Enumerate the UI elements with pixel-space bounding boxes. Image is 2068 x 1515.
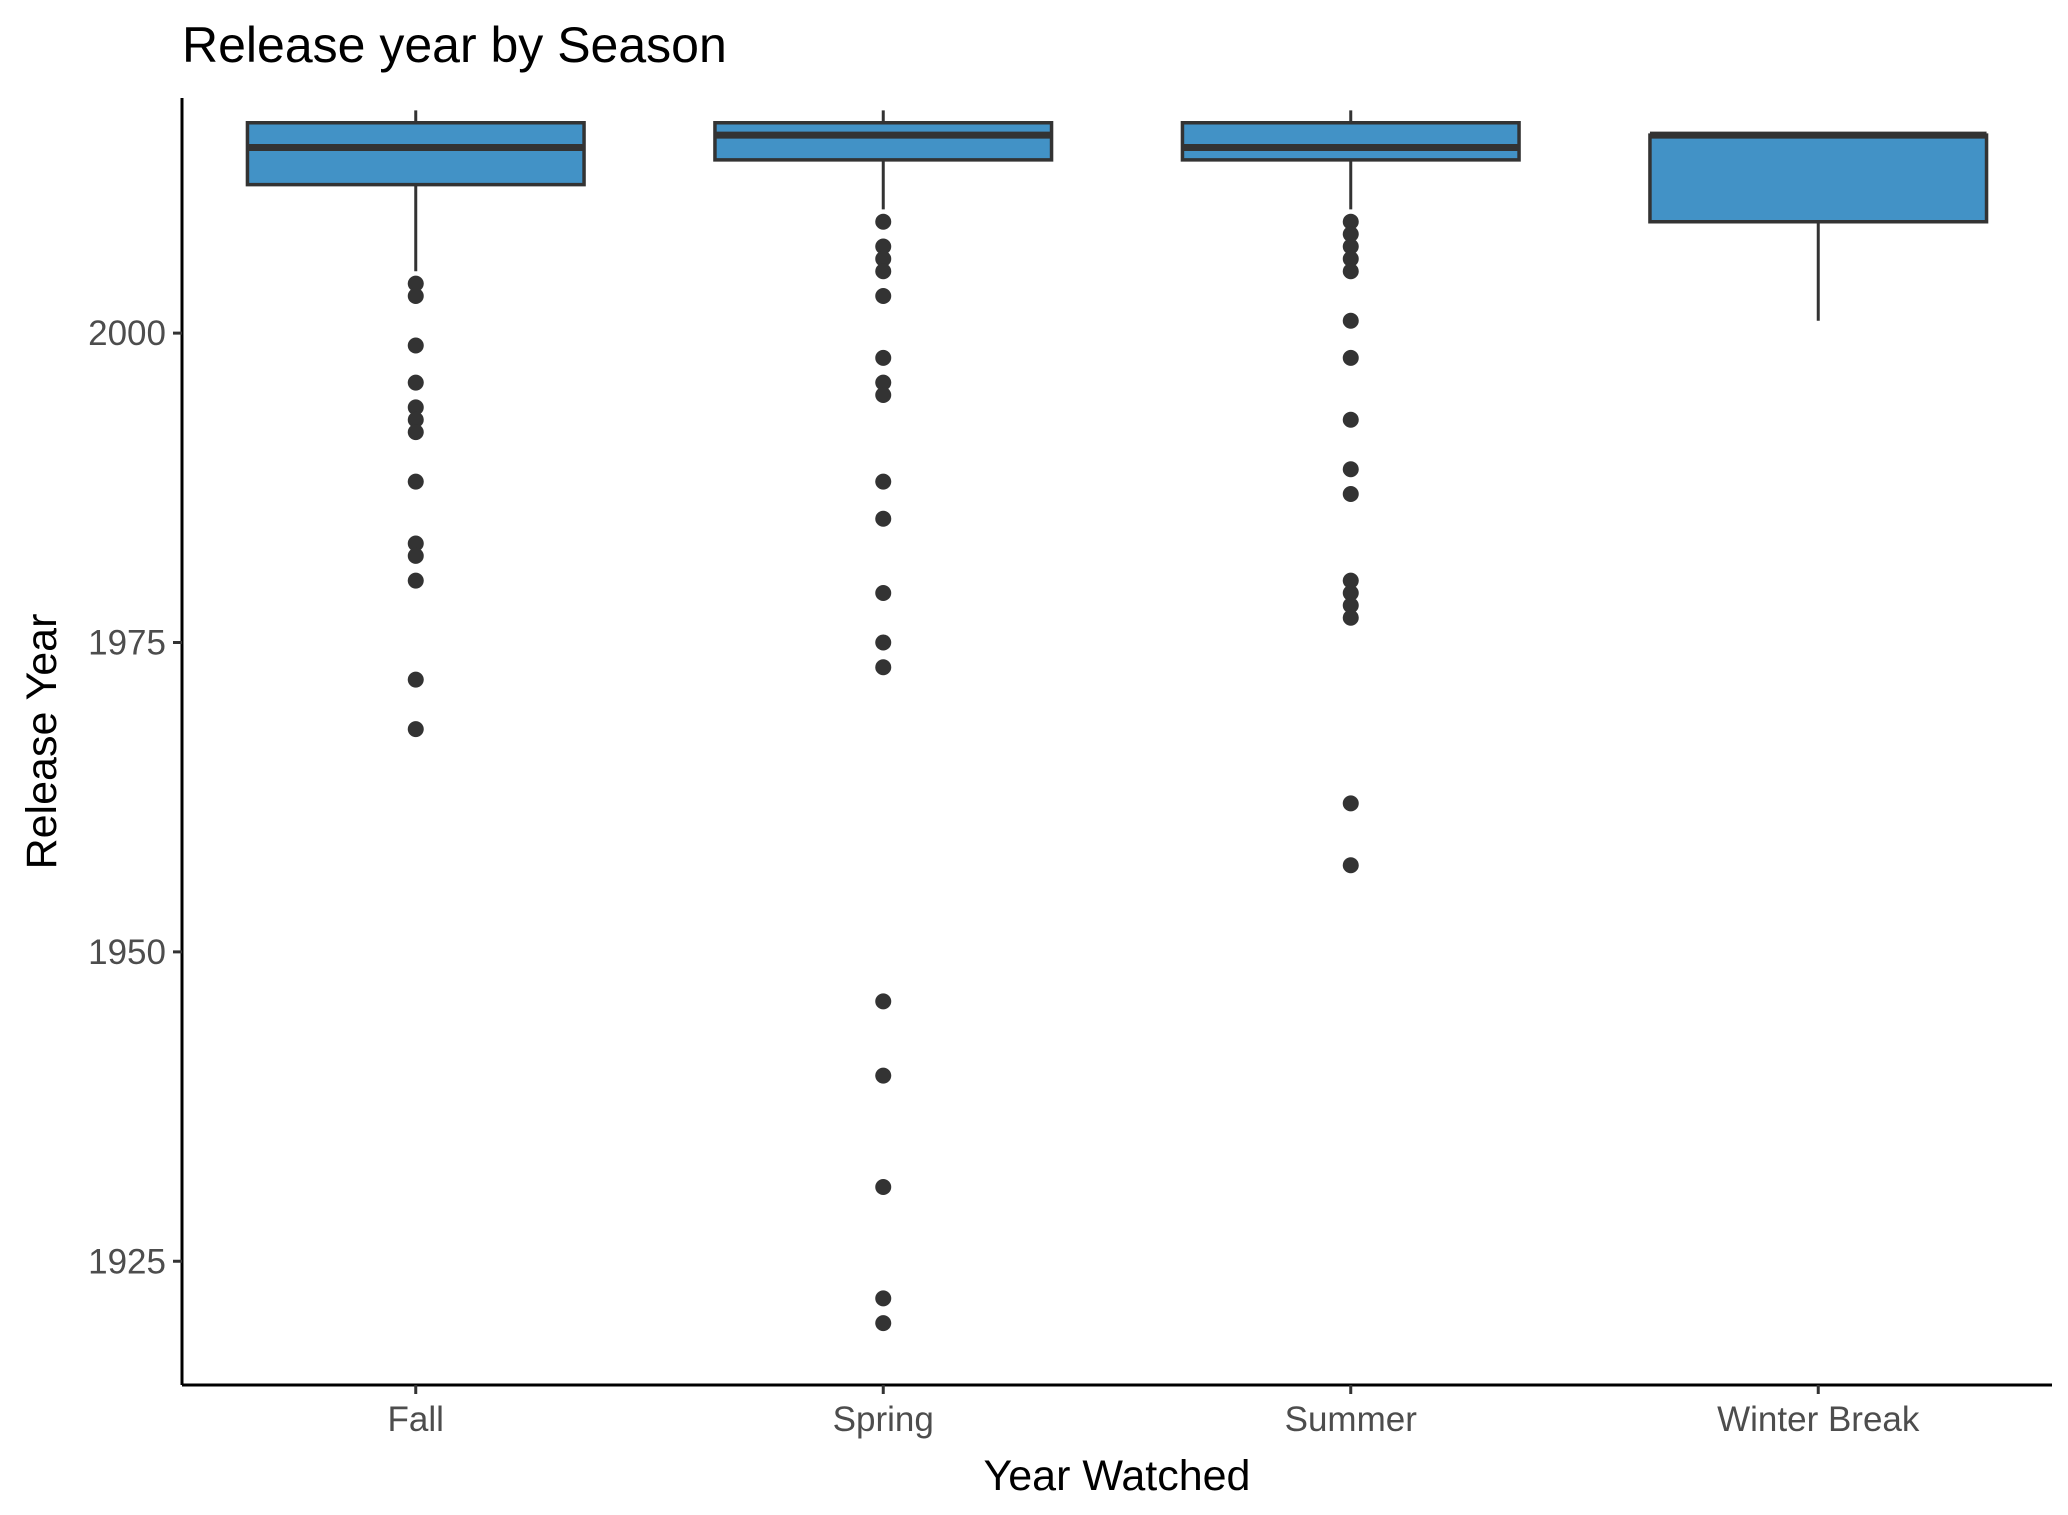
- outlier-point: [875, 1067, 892, 1084]
- outlier-point: [407, 424, 424, 441]
- iqr-box: [1648, 133, 1989, 224]
- outlier-point: [1342, 263, 1359, 280]
- outlier-point: [875, 387, 892, 403]
- outlier-point: [875, 634, 892, 651]
- outlier-point: [407, 572, 424, 589]
- outlier-point: [407, 671, 424, 688]
- outlier-point: [875, 250, 892, 267]
- outlier-point: [407, 411, 424, 428]
- outlier-point: [875, 659, 892, 676]
- x-tick-label: Winter Break: [1717, 1400, 1920, 1439]
- outlier-point: [875, 585, 892, 601]
- outlier-point: [1342, 609, 1359, 626]
- x-tick-label: Summer: [1285, 1400, 1418, 1439]
- outlier-point: [1342, 238, 1359, 255]
- outlier-point: [1342, 857, 1359, 874]
- box-group-spring: [713, 110, 1054, 1332]
- y-tick-label: 1950: [88, 933, 166, 972]
- x-tick-label: Fall: [388, 1400, 444, 1439]
- outlier-point: [875, 1179, 892, 1195]
- outlier-point: [875, 263, 892, 280]
- iqr-box: [713, 121, 1054, 162]
- outlier-point: [1342, 349, 1359, 366]
- iqr-box: [1180, 121, 1521, 162]
- y-tick-label: 1925: [88, 1242, 166, 1281]
- outlier-point: [1342, 572, 1359, 589]
- outlier-point: [407, 535, 424, 552]
- outlier-point: [875, 238, 892, 255]
- box-group-winter-break: [1648, 131, 1989, 321]
- outlier-point: [407, 374, 424, 391]
- outlier-point: [1342, 795, 1359, 812]
- outlier-point: [407, 473, 424, 490]
- y-tick-label: 2000: [88, 314, 166, 353]
- outlier-point: [1342, 250, 1359, 267]
- outlier-point: [1342, 226, 1359, 243]
- outlier-point: [1342, 312, 1359, 329]
- y-tick-label: 1975: [88, 624, 166, 663]
- outlier-point: [875, 1315, 892, 1332]
- x-axis-ticks: Fall Spring Summer Winter Break: [388, 1385, 1920, 1439]
- box-group-fall: [245, 110, 586, 738]
- outlier-point: [407, 275, 424, 292]
- outlier-point: [1342, 486, 1359, 502]
- outlier-point: [875, 213, 892, 230]
- outlier-point: [875, 1290, 892, 1307]
- outlier-point: [407, 288, 424, 304]
- outlier-point: [875, 993, 892, 1010]
- plot-area: [245, 110, 1989, 1332]
- outlier-point: [875, 288, 892, 304]
- outlier-point: [1342, 585, 1359, 601]
- x-tick-label: Spring: [833, 1400, 934, 1439]
- box-group-summer: [1180, 110, 1521, 874]
- outlier-point: [1342, 461, 1359, 478]
- outlier-point: [875, 374, 892, 391]
- x-axis-title: Year Watched: [984, 1452, 1251, 1500]
- iqr-box: [245, 121, 586, 187]
- chart-title: Release year by Season: [182, 17, 727, 73]
- outlier-point: [875, 473, 892, 490]
- outlier-point: [1342, 411, 1359, 428]
- outlier-point: [407, 721, 424, 738]
- outlier-point: [407, 399, 424, 416]
- outlier-point: [1342, 597, 1359, 614]
- outlier-point: [407, 337, 424, 354]
- y-axis-ticks: 1925 1950 1975 2000: [88, 314, 182, 1281]
- outlier-point: [1342, 213, 1359, 230]
- outlier-point: [875, 510, 892, 527]
- y-axis-title: Release Year: [18, 614, 66, 870]
- outlier-point: [407, 547, 424, 564]
- outlier-point: [875, 349, 892, 366]
